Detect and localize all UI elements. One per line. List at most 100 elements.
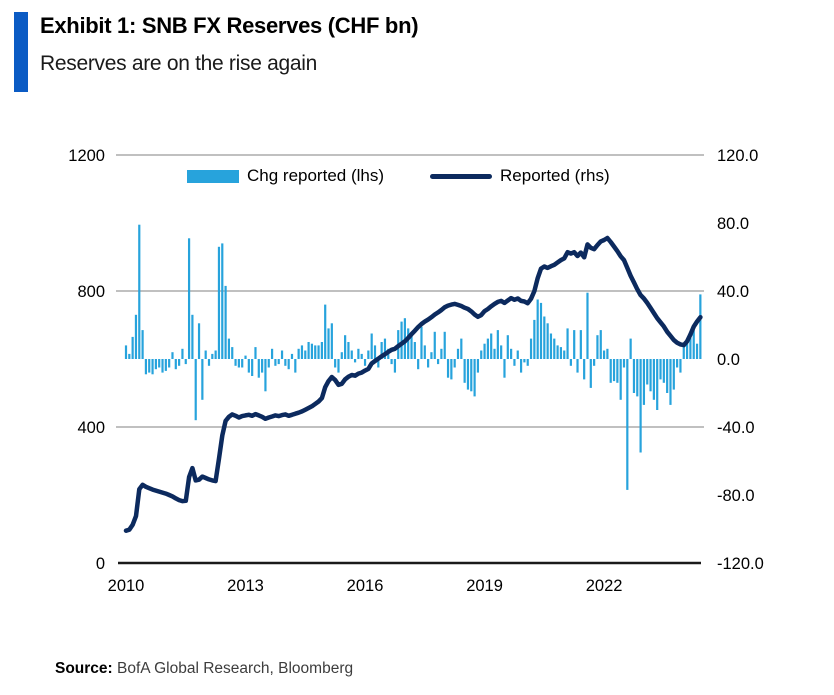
chg-reported-bar xyxy=(443,331,446,359)
chg-reported-bar xyxy=(373,345,377,359)
chg-reported-bar xyxy=(134,314,138,359)
chg-reported-bar xyxy=(493,348,496,359)
chg-reported-bar xyxy=(496,330,499,359)
chg-reported-bar xyxy=(646,359,649,385)
chg-reported-bar xyxy=(197,323,201,359)
source-line: Source: BofA Global Research, Bloomberg xyxy=(55,660,353,678)
chg-reported-bar xyxy=(270,348,274,359)
chg-reported-bar xyxy=(184,359,187,365)
chg-reported-bar xyxy=(599,330,602,359)
chg-reported-bar xyxy=(699,294,702,359)
chg-reported-bar xyxy=(616,359,619,383)
snb-fx-reserves-chart: 1200 800 400 0 120.0 80.0 40.0 0.0 -40.0 -80.0 -12… xyxy=(68,147,764,595)
chg-reported-bar xyxy=(679,359,682,373)
chg-reported-bar xyxy=(194,359,197,421)
right-axis-tick-label: 0.0 xyxy=(717,351,740,369)
right-axis-tick-label: -40.0 xyxy=(717,419,755,437)
chg-reported-bar xyxy=(486,338,489,359)
chg-reported-bar xyxy=(466,359,470,390)
chg-reported-bar xyxy=(380,342,383,359)
chg-reported-bar xyxy=(334,359,337,368)
chg-reported-bar xyxy=(144,359,148,375)
legend-label-reported: Reported (rhs) xyxy=(500,166,610,185)
left-axis-tick-label: 400 xyxy=(77,419,105,437)
chg-reported-bar xyxy=(430,352,433,359)
chg-reported-bar xyxy=(556,345,559,359)
reported-line xyxy=(123,235,703,533)
chg-reported-bar xyxy=(287,359,290,370)
exhibit-title: Exhibit 1: SNB FX Reserves (CHF bn) xyxy=(40,13,419,38)
chg-reported-bar xyxy=(337,359,340,373)
chg-reported-bar xyxy=(400,321,403,359)
chg-reported-bar xyxy=(148,359,151,373)
chg-reported-bar xyxy=(519,359,523,373)
chg-reported-bar xyxy=(523,359,526,363)
chg-reported-bar xyxy=(596,335,599,359)
chg-reported-bar xyxy=(436,359,440,365)
chg-reported-bar xyxy=(463,359,466,383)
chg-reported-bar xyxy=(353,359,357,363)
chg-reported-bar xyxy=(340,352,343,359)
chg-reported-bar xyxy=(161,359,164,373)
chg-reported-bar xyxy=(423,345,426,359)
chg-reported-bar xyxy=(642,359,646,405)
chg-reported-bar xyxy=(304,350,307,359)
chg-reported-bar xyxy=(626,359,629,490)
chg-reported-bar xyxy=(480,350,483,359)
chg-reported-bar xyxy=(131,336,134,359)
chg-reported-bar xyxy=(393,359,397,373)
chg-reported-bar xyxy=(440,348,443,359)
chg-reported-bar xyxy=(367,350,370,359)
chg-reported-bar xyxy=(470,359,473,392)
chg-reported-bar xyxy=(629,338,632,359)
chg-reported-bar xyxy=(506,335,509,359)
chg-reported-bar xyxy=(224,285,227,359)
chg-reported-bar xyxy=(330,323,333,359)
chg-reported-bar xyxy=(231,347,234,359)
chg-reported-bar xyxy=(573,330,576,359)
chg-reported-bar xyxy=(553,338,556,359)
chg-reported-bar xyxy=(566,328,569,359)
chg-reported-bar xyxy=(327,328,330,359)
chg-reported-bar xyxy=(433,331,436,359)
chg-reported-bar xyxy=(450,359,453,380)
chg-reported-bar xyxy=(234,359,237,366)
right-axis-tick-label: -80.0 xyxy=(717,487,755,505)
chg-reported-bar xyxy=(510,348,513,359)
chg-reported-bar xyxy=(500,345,503,359)
chg-reported-bar xyxy=(390,359,393,365)
legend-label-chg-reported: Chg reported (lhs) xyxy=(247,166,385,185)
chg-reported-bar xyxy=(672,359,675,390)
chg-reported-bar xyxy=(476,359,480,373)
left-axis-tick-label: 800 xyxy=(77,283,105,301)
chg-reported-bar xyxy=(652,359,655,400)
chg-reported-bar xyxy=(490,333,493,359)
chg-reported-bar xyxy=(277,359,280,365)
chg-reported-bar xyxy=(377,359,380,368)
chg-reported-bar xyxy=(543,316,546,359)
chg-reported-bar xyxy=(168,359,171,368)
chg-reported-bar xyxy=(280,350,284,359)
chg-reported-bar xyxy=(294,359,297,373)
chg-reported-bar xyxy=(549,333,553,359)
chg-reported-bar xyxy=(237,359,240,368)
chg-reported-bar xyxy=(214,350,217,359)
chg-reported-bar xyxy=(483,343,486,359)
chg-reported-bar xyxy=(314,345,317,359)
bar-series-swatch xyxy=(187,169,239,183)
chg-reported-bar xyxy=(593,359,596,366)
x-axis-tick-label: 2016 xyxy=(347,577,384,595)
chg-reported-bar xyxy=(682,345,685,359)
chg-reported-bar xyxy=(128,353,131,359)
chg-reported-bar xyxy=(247,359,250,373)
chg-reported-bar xyxy=(649,359,652,392)
chg-reported-bar xyxy=(669,359,672,405)
chg-reported-bar xyxy=(383,338,387,359)
chg-reported-bar xyxy=(619,359,622,400)
chg-reported-bar xyxy=(217,246,221,359)
chg-reported-bar xyxy=(267,359,270,368)
chg-reported-bar xyxy=(417,359,420,370)
chart-legend: Chg reported (lhs) Reported (rhs) xyxy=(187,166,610,186)
left-axis-tick-label: 1200 xyxy=(68,147,105,165)
chg-reported-bar xyxy=(227,338,231,359)
